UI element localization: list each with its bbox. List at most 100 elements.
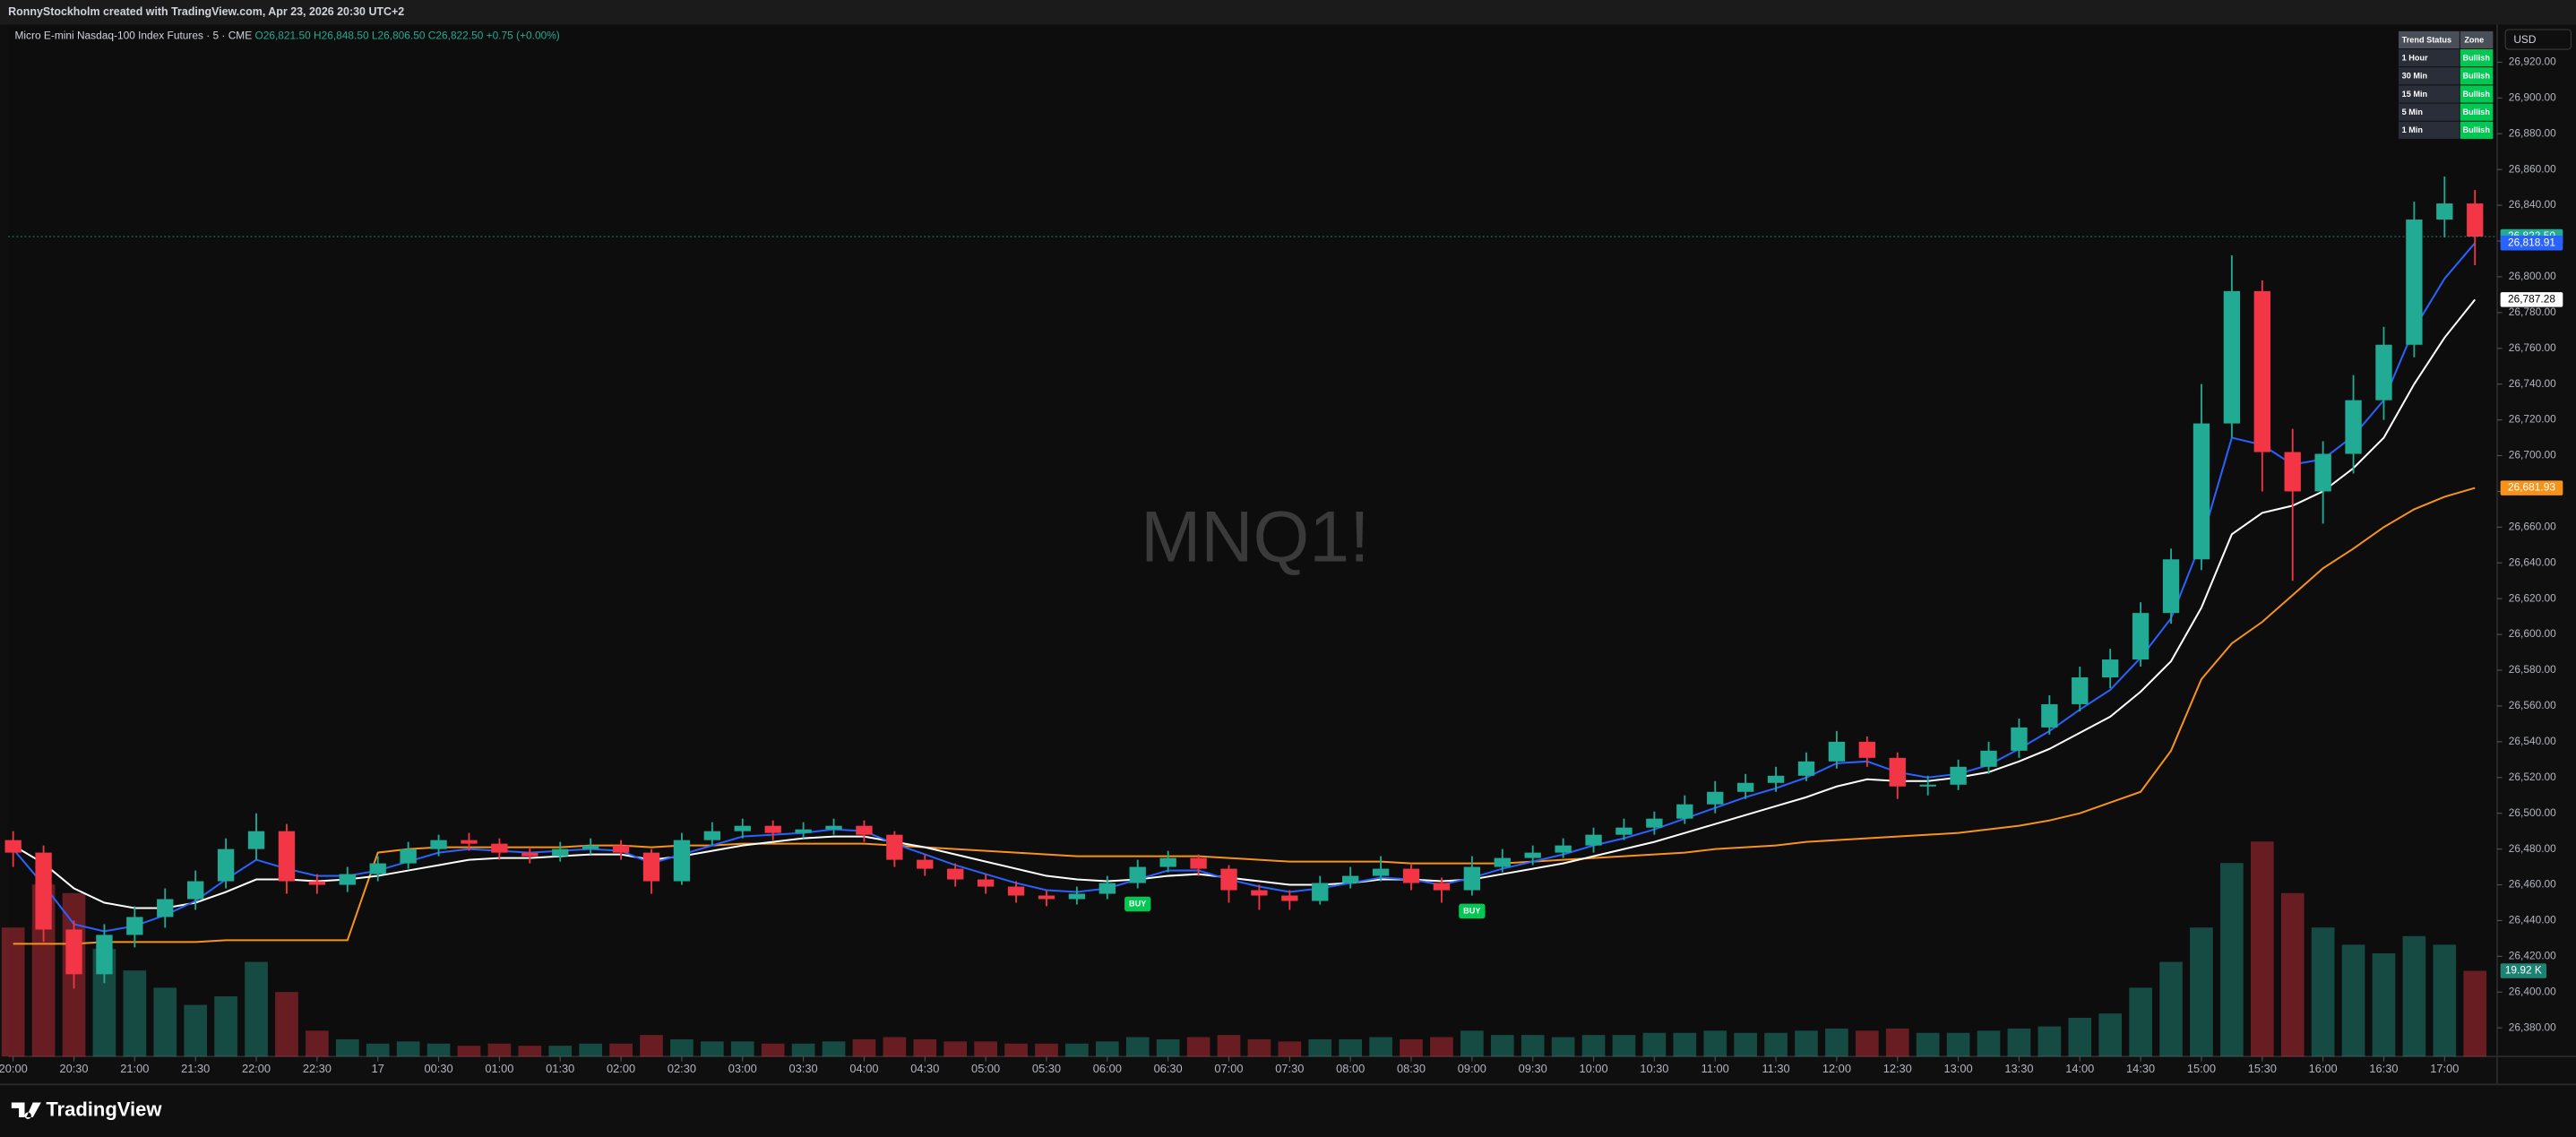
candle-body — [977, 879, 995, 887]
volume-bar — [1217, 1035, 1241, 1057]
x-tick-label: 05:00 — [971, 1062, 1000, 1075]
candle-body — [1736, 782, 1754, 792]
volume-bar — [1125, 1037, 1150, 1057]
currency-box[interactable] — [2504, 29, 2572, 50]
zone: Bullish — [2462, 125, 2490, 134]
timeframe: 1 Hour — [2402, 54, 2428, 63]
volume-bar — [1339, 1038, 1363, 1057]
y-tick-label: 26,540.00 — [2509, 735, 2556, 747]
x-tick-label: 11:30 — [1762, 1062, 1789, 1075]
volume-bar — [974, 1041, 997, 1057]
volume-bar — [457, 1046, 481, 1057]
table-header: Trend Status — [2402, 35, 2451, 44]
low-value: L26,806.50 — [372, 29, 426, 41]
volume-bar — [579, 1043, 602, 1057]
x-tick-label: 03:00 — [728, 1062, 757, 1075]
candle-body — [4, 840, 22, 853]
candle-body — [126, 917, 143, 935]
ma-tag — [2500, 292, 2563, 307]
candle-body — [1767, 775, 1785, 783]
candle-body — [430, 840, 447, 849]
candle-body — [308, 881, 326, 885]
volume-label: 19.92 K — [2505, 964, 2542, 977]
volume-bar — [2463, 970, 2487, 1057]
candle-body — [1129, 866, 1146, 883]
volume-bar — [1035, 1043, 1058, 1057]
ma-line — [13, 298, 2477, 909]
volume-bar — [1764, 1032, 1788, 1057]
table-cell — [2460, 67, 2494, 85]
brand: TradingView — [46, 1098, 162, 1120]
candle-body — [339, 874, 356, 885]
x-tick-label: 13:30 — [2004, 1062, 2033, 1075]
candle-body — [2314, 453, 2331, 492]
x-tick-label: 21:00 — [120, 1062, 149, 1075]
timeframe: 15 Min — [2402, 90, 2428, 99]
volume-bar — [184, 1004, 208, 1057]
candle-body — [1585, 834, 1602, 846]
y-tick-label: 26,440.00 — [2509, 914, 2556, 926]
candle-body — [1251, 890, 1268, 896]
volume-bar — [730, 1041, 754, 1057]
volume-bar — [883, 1037, 907, 1057]
candle-body — [1312, 883, 1329, 901]
volume-bar — [1004, 1043, 1028, 1057]
y-tick-label: 26,700.00 — [2509, 449, 2556, 461]
candle-body — [369, 863, 386, 874]
volume-bar — [487, 1043, 512, 1057]
y-tick-label: 26,740.00 — [2509, 377, 2556, 390]
buy-signal — [1124, 896, 1151, 912]
y-tick-label: 26,620.00 — [2509, 591, 2556, 604]
candle-body — [2345, 400, 2362, 454]
volume-bar — [548, 1046, 573, 1057]
table-cell — [2398, 121, 2460, 139]
volume-bar — [640, 1035, 663, 1057]
candle-body — [552, 848, 569, 857]
volume-bar — [2098, 1013, 2123, 1057]
x-tick-label: 21:30 — [181, 1062, 210, 1075]
zone: Bullish — [2462, 108, 2490, 116]
candle-body — [1858, 741, 1875, 758]
volume-bar — [214, 995, 237, 1057]
candle-body — [491, 843, 508, 853]
x-tick-label: 16:00 — [2309, 1062, 2338, 1075]
volume-bar — [1065, 1043, 1089, 1057]
trend-table: Trend Status Zone 1 Hour Bullish 30 Min … — [2398, 30, 2494, 139]
y-tick-label: 26,400.00 — [2509, 985, 2556, 997]
x-tick-label: 09:30 — [1519, 1062, 1547, 1075]
candle-body — [2162, 559, 2180, 614]
x-tick-label: 04:30 — [910, 1062, 939, 1075]
candle-body — [1190, 857, 1207, 869]
volume-bar — [426, 1043, 451, 1057]
x-tick-label: 13:00 — [1944, 1062, 1973, 1075]
candle-body — [642, 852, 660, 882]
candle-body — [1281, 895, 1298, 901]
candle-body — [703, 831, 721, 840]
y-tick-label: 26,880.00 — [2509, 126, 2556, 139]
candle-body — [2102, 659, 2119, 678]
candle-body — [1494, 857, 1511, 867]
candle-body — [217, 848, 235, 882]
volume-bar — [1977, 1030, 2001, 1057]
candle-body — [2193, 423, 2210, 560]
volume-bar — [1490, 1035, 1514, 1057]
candle-body — [1555, 845, 1572, 853]
y-tick-label: 26,600.00 — [2509, 627, 2556, 640]
volume-bar — [2280, 892, 2305, 1057]
candle-body — [947, 868, 964, 880]
x-tick-label: 20:30 — [59, 1062, 88, 1075]
open-value: O26,821.50 — [254, 29, 311, 41]
candle-body — [2011, 727, 2028, 751]
buy-signal — [1459, 903, 1486, 919]
volume-bar — [2068, 1017, 2092, 1057]
volume-tag — [2500, 963, 2546, 978]
candle-body — [1797, 761, 1815, 776]
y-tick-label: 26,760.00 — [2509, 341, 2556, 354]
candle-body — [157, 899, 174, 917]
table-cell — [2398, 67, 2460, 85]
volume-bar — [1825, 1028, 1848, 1057]
volume-bar — [1, 927, 25, 1057]
volume-bar — [275, 992, 298, 1057]
